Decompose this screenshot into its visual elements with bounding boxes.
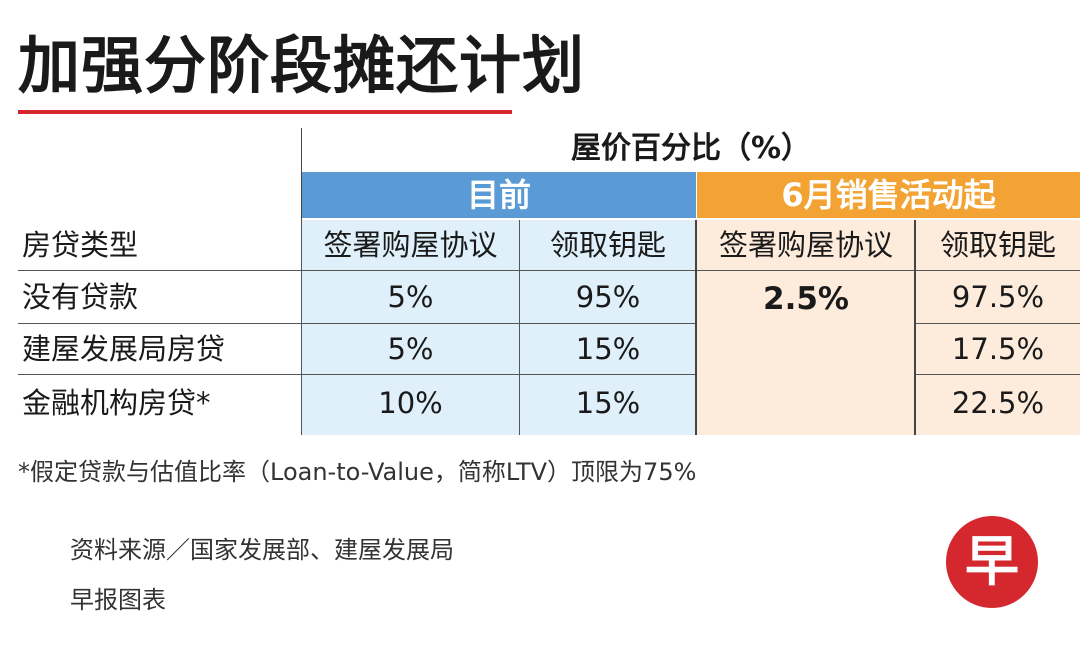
cell-june-sign-merged: 2.5% (697, 271, 915, 435)
cell-hdb-loan-keys-june: 17.5% (916, 324, 1080, 374)
cell-hdb-loan-keys-current: 15% (520, 324, 696, 374)
row-label-no-loan: 没有贷款 (22, 280, 139, 314)
footnote: *假定贷款与估值比率（Loan-to-Value，简称LTV）顶限为75% (18, 458, 697, 486)
cell-bank-loan-keys-current: 15% (520, 375, 696, 435)
col-header-sign-current: 签署购屋协议 (302, 220, 519, 270)
cell-no-loan-sign-current: 5% (302, 271, 519, 323)
cell-hdb-loan-sign-current: 5% (302, 324, 519, 374)
logo-circle (946, 516, 1038, 608)
cell-bank-loan-keys-june: 22.5% (916, 375, 1080, 435)
col-header-keys-june: 领取钥匙 (916, 220, 1080, 270)
source-note: 资料来源／国家发展部、建屋发展局 (70, 536, 454, 564)
zaobao-logo-icon: 早 (946, 516, 1038, 608)
cell-no-loan-keys-current: 95% (520, 271, 696, 323)
grid-line (916, 323, 1080, 324)
grid-line (18, 323, 697, 324)
cell-no-loan-keys-june: 97.5% (916, 271, 1080, 323)
cell-bank-loan-sign-current: 10% (302, 375, 519, 435)
grid-line (18, 270, 1080, 271)
grid-line (301, 220, 302, 435)
col-header-keys-current: 领取钥匙 (520, 220, 696, 270)
page-title: 加强分阶段摊还计划 (18, 29, 586, 102)
row-label-bank-loan: 金融机构房贷* (22, 386, 211, 420)
header-divider (301, 128, 302, 220)
grid-line (916, 374, 1080, 375)
row-label-hdb-loan: 建屋发展局房贷 (22, 332, 226, 366)
grid-line (695, 220, 697, 435)
grid-line (914, 220, 916, 435)
grid-line (18, 374, 697, 375)
col-header-sign-june: 签署购屋协议 (697, 220, 915, 270)
col-header-loan-type: 房贷类型 (22, 228, 139, 262)
grid-line (519, 220, 520, 435)
logo-text: 早 (965, 530, 1019, 593)
group-header-current: 目前 (302, 172, 696, 218)
percent-header: 屋价百分比（%） (570, 131, 812, 166)
group-header-june: 6月销售活动起 (697, 172, 1080, 218)
title-underline (18, 110, 512, 114)
credit-note: 早报图表 (70, 586, 166, 614)
